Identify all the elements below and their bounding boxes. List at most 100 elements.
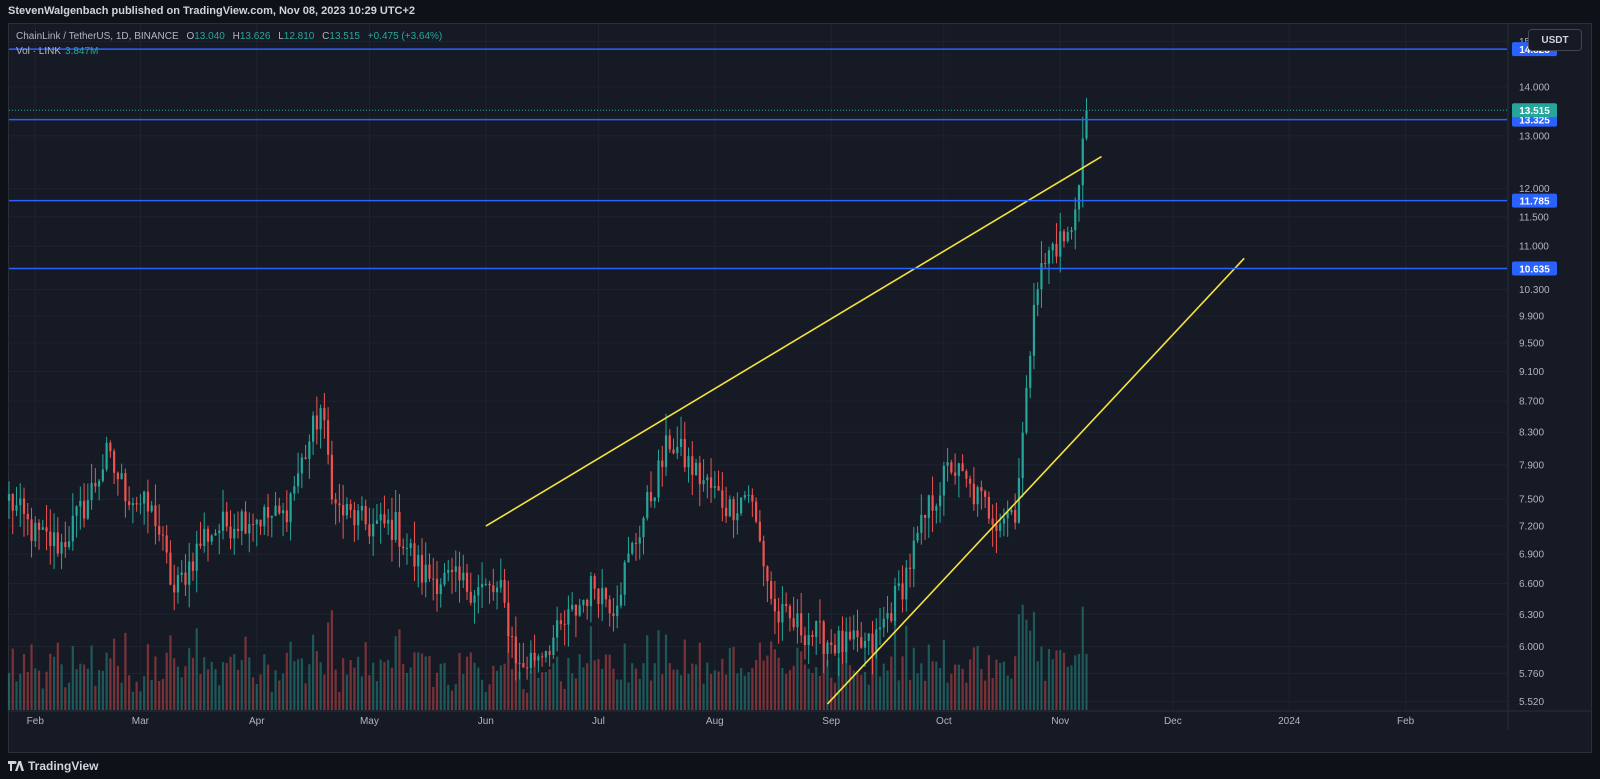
volume-bar <box>60 664 63 710</box>
chart-legend: ChainLink / TetherUS, 1D, BINANCE O13.04… <box>16 29 442 59</box>
tradingview-brand-text: TradingView <box>28 759 99 773</box>
volume-bar <box>19 673 22 710</box>
volume-bar <box>394 636 397 710</box>
candle-body <box>563 623 566 625</box>
candle-body <box>942 465 945 496</box>
volume-bar <box>169 635 172 710</box>
volume-bar <box>510 669 514 710</box>
candle-body <box>886 613 889 619</box>
tradingview-logo[interactable]: TradingView <box>8 759 98 773</box>
volume-bar <box>908 679 912 710</box>
candle-body <box>37 522 41 530</box>
candle-body <box>747 494 750 496</box>
volume-bar <box>143 676 146 710</box>
volume-bar <box>334 669 337 710</box>
legend-symbol[interactable]: ChainLink / TetherUS, 1D, BINANCE <box>16 31 179 42</box>
candle-body <box>841 630 844 652</box>
candle-body <box>158 526 161 535</box>
candle-body <box>1077 185 1081 210</box>
volume-bar <box>458 652 461 710</box>
volume-bar <box>597 659 600 710</box>
candle-body <box>969 478 972 484</box>
volume-bar <box>7 673 11 710</box>
volume-bar <box>736 673 739 710</box>
candle-body <box>773 598 776 612</box>
price-tick-label: 8.700 <box>1519 397 1544 408</box>
volume-bar <box>882 663 885 710</box>
candle-body <box>492 585 495 593</box>
volume-bar <box>1040 646 1043 710</box>
candle-body <box>758 521 761 541</box>
volume-bar <box>450 690 454 710</box>
candle-body <box>75 506 78 516</box>
price-tick-label: 12.000 <box>1519 184 1550 195</box>
candle-body <box>143 491 146 504</box>
candle-body <box>1010 509 1013 513</box>
candle-body <box>875 629 878 653</box>
last-price-badge <box>1512 103 1557 118</box>
footer-bar: TradingView <box>0 753 1600 779</box>
volume-bar <box>728 648 731 710</box>
volume-bar <box>473 662 476 710</box>
volume-bar <box>991 677 994 710</box>
volume-bar <box>961 668 964 710</box>
volume-bar <box>244 636 247 710</box>
volume-bar <box>631 663 634 710</box>
level-price-label: 13.325 <box>1519 116 1550 127</box>
candle-body <box>409 543 412 549</box>
volume-bar <box>586 663 589 710</box>
volume-bar <box>657 630 660 710</box>
volume-bar <box>146 644 150 710</box>
candle-body <box>450 569 454 572</box>
volume-bar <box>327 622 330 710</box>
candle-body <box>420 555 424 583</box>
candle-body <box>109 442 112 452</box>
candle-body <box>1029 355 1032 388</box>
candle-body <box>1074 209 1077 231</box>
volume-bar <box>274 670 277 710</box>
candle-body <box>188 561 191 585</box>
candle-body <box>263 507 266 527</box>
volume-bar <box>503 663 506 710</box>
volume-bar <box>443 663 446 710</box>
candle-body <box>383 514 386 524</box>
volume-bar <box>871 643 874 710</box>
volume-bar <box>751 668 754 710</box>
volume-bar <box>604 654 608 710</box>
volume-bar <box>1006 675 1009 710</box>
candle-body <box>323 408 326 421</box>
candle-body <box>999 523 1002 531</box>
volume-bar <box>1066 666 1069 710</box>
volume-bar <box>717 671 720 710</box>
candle-body <box>1055 243 1058 257</box>
candle-body <box>792 618 795 628</box>
volume-bar <box>30 644 33 710</box>
volume-bar <box>755 659 758 710</box>
legend-open-label: O <box>186 31 195 42</box>
candle-body <box>19 498 22 506</box>
candle-body <box>387 519 390 524</box>
currency-button[interactable]: USDT <box>1528 29 1582 51</box>
candle-body <box>522 663 525 668</box>
candle-body <box>360 505 364 511</box>
candle-body <box>353 509 356 526</box>
volume-bar <box>938 668 942 710</box>
volume-bar <box>526 692 529 710</box>
chart-panel[interactable] <box>8 23 1592 753</box>
legend-volume-label[interactable]: Vol · LINK <box>16 46 62 57</box>
volume-bar <box>698 642 701 710</box>
volume-bar <box>454 684 457 710</box>
price-tick-label: 10.300 <box>1519 285 1550 296</box>
candle-body <box>691 456 694 475</box>
candle-body <box>296 473 300 487</box>
volume-bar <box>1062 652 1066 710</box>
candle-body <box>991 518 994 525</box>
candle-body <box>837 630 840 654</box>
candle-body <box>180 572 183 576</box>
candle-body <box>1006 512 1009 519</box>
candle-body <box>266 507 270 518</box>
volume-bar <box>293 661 296 710</box>
candle-body <box>646 492 649 518</box>
candle-body <box>161 534 165 536</box>
